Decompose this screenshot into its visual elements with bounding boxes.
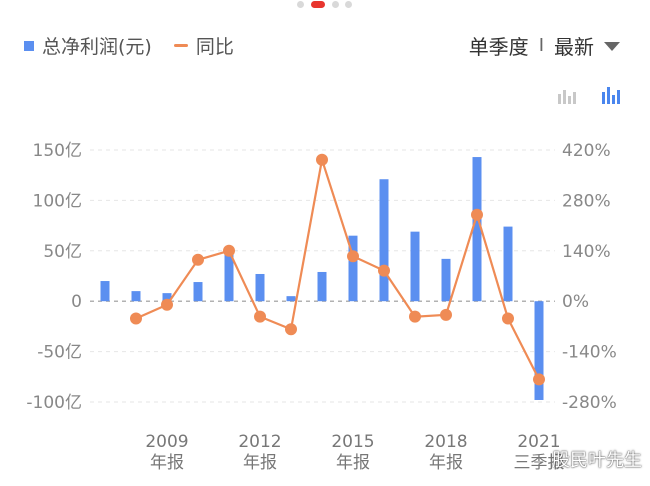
period-separator: I [538, 35, 544, 56]
y-left-tick-label: 100亿 [33, 191, 82, 211]
y-right-tick-label: 280% [562, 191, 611, 211]
yoy-point [223, 244, 235, 257]
profit-bar [317, 271, 327, 302]
yoy-line [130, 153, 545, 386]
yoy-point [471, 208, 483, 221]
y-axis-left: 150亿 100亿 50亿 0 -50亿 -100亿 [26, 141, 82, 413]
profit-bar [379, 179, 389, 302]
y-right-tick-label: -280% [562, 393, 617, 413]
profit-bar [100, 281, 110, 302]
x-tick-label: 2018 [424, 432, 467, 452]
profit-bar [255, 273, 265, 302]
yoy-point [440, 308, 452, 321]
y-axis-right: 420% 280% 140% 0% -140% -280% [562, 141, 617, 413]
carousel-dot[interactable] [297, 1, 304, 8]
profit-bar [162, 293, 172, 302]
yoy-point [161, 298, 173, 311]
watermark: 股民叶先生 [552, 450, 642, 471]
y-right-tick-label: -140% [562, 343, 617, 363]
single-quarter-option[interactable]: 单季度 [468, 35, 529, 59]
yoy-point [130, 312, 142, 325]
y-right-tick-label: 0% [562, 292, 589, 312]
profit-bar [286, 296, 296, 302]
y-right-tick-label: 420% [562, 141, 611, 161]
carousel-dot[interactable] [345, 1, 352, 8]
profit-bar [410, 231, 420, 302]
stacked-bar-chart-icon[interactable] [558, 86, 578, 104]
x-tick-sublabel: 三季报 [514, 453, 565, 473]
yoy-point [502, 312, 514, 325]
x-tick-label: 2021 [517, 432, 560, 452]
profit-bar [193, 282, 203, 302]
yoy-point [285, 323, 297, 336]
profit-bar [534, 301, 544, 400]
y-left-tick-label: -50亿 [37, 343, 82, 363]
legend-item-yoy[interactable]: 同比 [173, 32, 234, 59]
x-tick-sublabel: 年报 [150, 453, 184, 473]
x-tick-sublabel: 年报 [429, 453, 463, 473]
yoy-point [254, 310, 266, 323]
legend-item-profit[interactable]: 总净利润(元) [24, 32, 152, 59]
profit-bar [503, 226, 513, 302]
yoy-point [347, 250, 359, 263]
y-left-tick-label: -100亿 [26, 393, 82, 413]
grouped-bar-chart-icon[interactable] [602, 86, 622, 104]
yoy-point [378, 264, 390, 277]
legend-line-swatch [173, 44, 188, 47]
profit-bar [472, 157, 482, 302]
x-tick-sublabel: 年报 [336, 453, 370, 473]
legend-yoy-label: 同比 [195, 36, 234, 58]
y-right-tick-label: 140% [562, 242, 611, 262]
latest-option[interactable]: 最新 [554, 35, 594, 59]
yoy-point [316, 153, 328, 166]
carousel-dot-active[interactable] [311, 1, 325, 8]
profit-bar [131, 291, 141, 302]
legend-bar-swatch [24, 40, 34, 51]
x-tick-sublabel: 年报 [243, 453, 277, 473]
yoy-point [409, 310, 421, 323]
x-tick-label: 2012 [238, 432, 281, 452]
carousel-dot[interactable] [332, 1, 339, 8]
chart-legend: 总净利润(元) 同比 [24, 32, 256, 59]
legend-profit-label: 总净利润(元) [42, 36, 152, 58]
period-selector: 单季度 I 最新 [469, 31, 620, 60]
chart-type-switch [534, 86, 622, 104]
profit-bar [348, 235, 358, 302]
profit-bar [441, 258, 451, 302]
x-tick-label: 2015 [331, 432, 374, 452]
x-tick-label: 2009 [145, 432, 188, 452]
profit-bar [224, 253, 234, 302]
profit-bars [100, 157, 544, 400]
carousel-indicator[interactable] [0, 0, 650, 10]
dropdown-caret-icon[interactable] [604, 42, 620, 51]
y-left-tick-label: 50亿 [43, 242, 82, 262]
yoy-point [192, 253, 204, 266]
y-left-tick-label: 150亿 [33, 141, 82, 161]
yoy-point [533, 373, 545, 386]
y-left-tick-label: 0 [71, 292, 82, 312]
